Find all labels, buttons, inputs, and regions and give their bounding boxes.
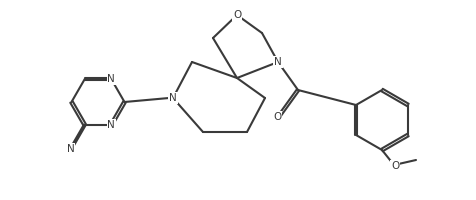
Text: O: O: [232, 10, 241, 20]
Text: N: N: [274, 57, 281, 67]
Text: N: N: [169, 93, 177, 103]
Text: N: N: [67, 144, 74, 154]
Text: N: N: [107, 74, 115, 84]
Text: O: O: [272, 112, 280, 122]
Text: O: O: [390, 161, 398, 171]
Text: N: N: [107, 120, 115, 130]
